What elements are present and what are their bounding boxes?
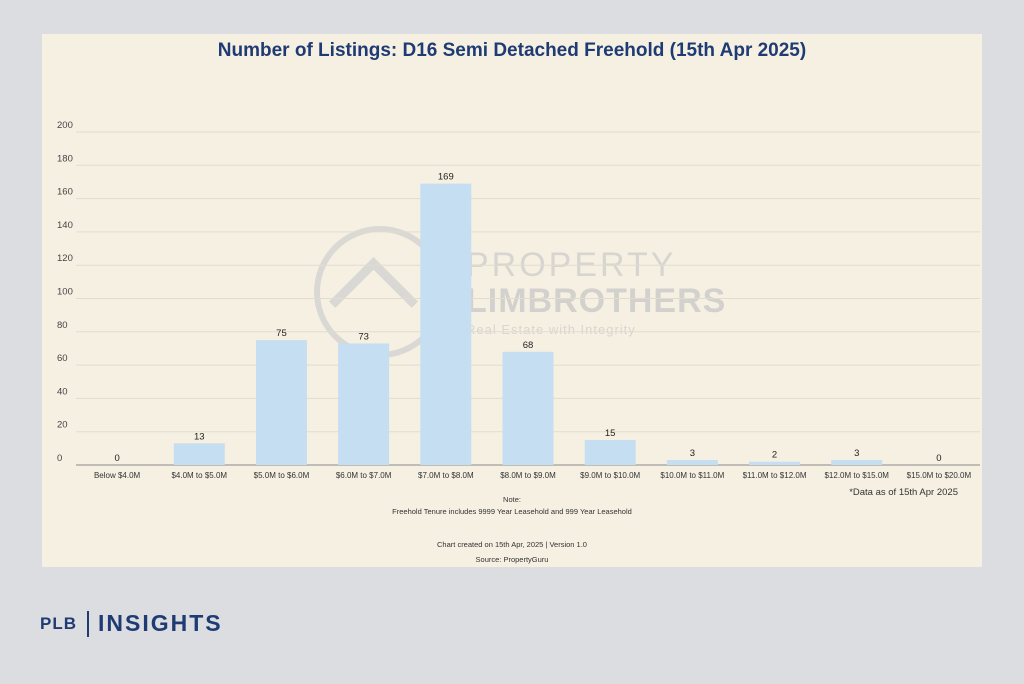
- source-note: Source: PropertyGuru: [475, 555, 549, 564]
- data-label: 2: [772, 450, 777, 461]
- x-tick-label: $8.0M to $9.0M: [500, 471, 556, 480]
- bar: [831, 460, 883, 465]
- x-tick-label: $5.0M to $6.0M: [254, 471, 310, 480]
- x-tick-label: $7.0M to $8.0M: [418, 471, 474, 480]
- y-tick-label: 180: [57, 153, 73, 164]
- y-tick-label: 80: [57, 320, 68, 331]
- watermark-line2: LIMBROTHERS: [466, 282, 727, 320]
- bar: [420, 183, 472, 466]
- bar: [666, 460, 718, 465]
- y-tick-label: 0: [57, 453, 62, 464]
- x-tick-label: $4.0M to $5.0M: [171, 471, 227, 480]
- footer-brand: PLB INSIGHTS: [40, 610, 223, 637]
- note-text: Freehold Tenure includes 9999 Year Lease…: [392, 507, 632, 516]
- footer-plb: PLB: [40, 613, 77, 633]
- data-label: 3: [854, 448, 859, 459]
- x-tick-label: $15.0M to $20.0M: [907, 471, 972, 480]
- bar: [338, 343, 390, 465]
- note-label: Note:: [503, 495, 521, 504]
- bar: [749, 461, 801, 465]
- bar: [173, 443, 225, 465]
- x-tick-label: $10.0M to $11.0M: [660, 471, 724, 480]
- bar: [255, 340, 307, 465]
- x-tick-label: $9.0M to $10.0M: [580, 471, 640, 480]
- data-label: 0: [114, 453, 119, 464]
- y-tick-label: 120: [57, 253, 73, 264]
- chart-title: Number of Listings: D16 Semi Detached Fr…: [217, 40, 807, 61]
- data-label: 75: [276, 328, 287, 339]
- footer-insights: INSIGHTS: [98, 610, 223, 636]
- data-label: 68: [523, 340, 534, 351]
- data-label: 169: [438, 172, 454, 183]
- data-label: 73: [358, 331, 369, 342]
- y-tick-label: 60: [57, 353, 68, 364]
- data-as-of-note: *Data as of 15th Apr 2025: [849, 487, 958, 498]
- y-tick-label: 200: [57, 120, 73, 131]
- y-tick-label: 20: [57, 420, 68, 431]
- data-label: 0: [936, 453, 941, 464]
- x-tick-label: Below $4.0M: [94, 471, 141, 480]
- x-tick-label: $12.0M to $15.0M: [824, 471, 889, 480]
- y-tick-label: 100: [57, 287, 73, 298]
- data-label: 15: [605, 428, 616, 439]
- watermark-tagline: Real Estate with Integrity: [466, 322, 636, 337]
- footer-divider: [87, 610, 89, 637]
- chart-created-note: Chart created on 15th Apr, 2025 | Versio…: [437, 540, 587, 549]
- data-label: 13: [194, 431, 205, 442]
- x-tick-label: $6.0M to $7.0M: [336, 471, 392, 480]
- x-tick-label: $11.0M to $12.0M: [743, 471, 807, 480]
- y-tick-label: 140: [57, 220, 73, 231]
- chart-panel: Number of Listings: D16 Semi Detached Fr…: [42, 34, 982, 567]
- bar: [584, 440, 636, 465]
- y-tick-label: 160: [57, 187, 73, 198]
- data-label: 3: [690, 448, 695, 459]
- y-tick-label: 40: [57, 386, 68, 397]
- bar: [502, 351, 554, 465]
